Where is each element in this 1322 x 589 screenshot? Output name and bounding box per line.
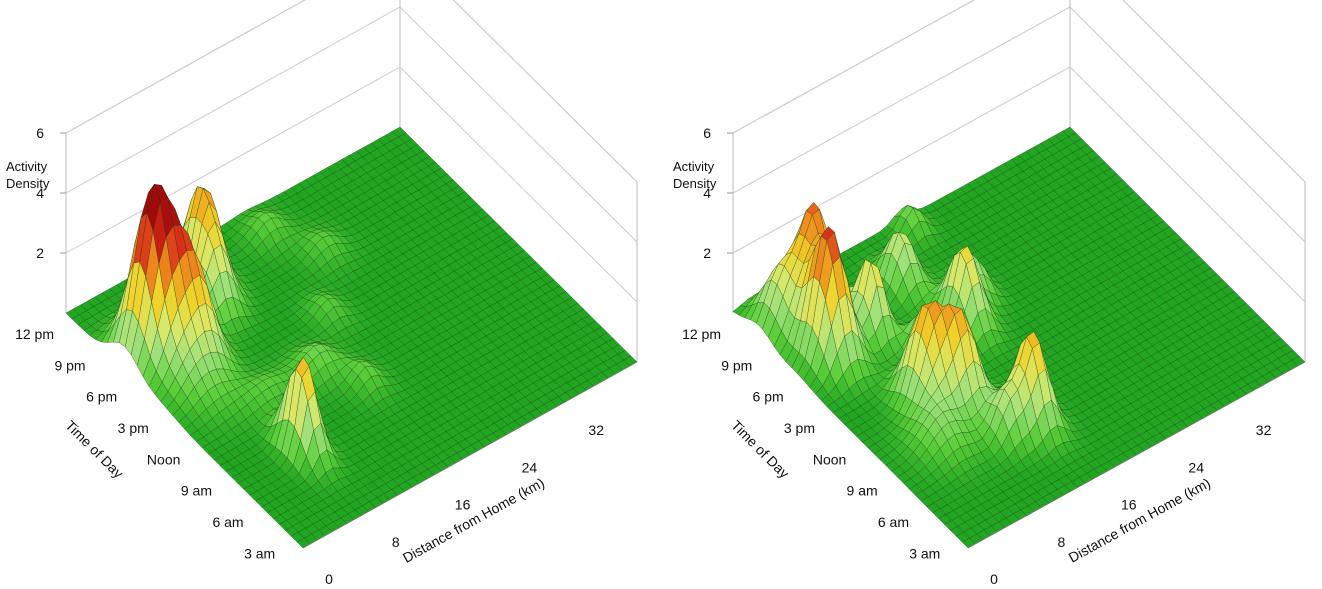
z-axis-title: Activity Density — [673, 159, 717, 191]
y-tick-label: 9 am — [181, 483, 212, 499]
activity-surface — [732, 126, 1306, 549]
y-axis-title: Time of Day — [728, 417, 792, 481]
z-tick-label: 4 — [36, 185, 44, 201]
distance-axis-line — [302, 361, 638, 549]
y-tick-label: 6 am — [878, 514, 909, 530]
axis-box — [65, 0, 638, 362]
y-tick-label: 9 pm — [54, 357, 85, 373]
y-tick-label: 6 pm — [753, 389, 784, 405]
x-tick-label: 0 — [990, 571, 998, 587]
right-chart-panel: 2 4 6 Activity Density 0 8 16 24 32 Distance from … — [661, 0, 1322, 589]
x-tick-label: 24 — [522, 459, 538, 475]
x-axis-title: Distance from Home (km) — [1066, 475, 1213, 566]
y-tick-label: 6 pm — [86, 389, 117, 405]
y-tick-label: Noon — [813, 451, 846, 467]
z-tick-label: 2 — [703, 245, 711, 261]
z-axis-title: Activity Density — [6, 159, 50, 191]
x-tick-label: 32 — [1256, 422, 1272, 438]
activity-surface — [65, 126, 638, 549]
x-axis-title: Distance from Home (km) — [400, 474, 547, 566]
x-tick-label: 24 — [1188, 459, 1204, 475]
distance-axis-line — [967, 361, 1306, 549]
y-tick-label: 3 am — [909, 545, 940, 561]
y-tick-label: Noon — [147, 451, 180, 467]
z-tick-label: 2 — [36, 245, 44, 261]
x-tick-label: 32 — [588, 422, 604, 438]
x-tick-label: 16 — [1121, 497, 1137, 513]
y-tick-label: 12 pm — [15, 326, 54, 342]
y-tick-label: 9 pm — [721, 357, 752, 373]
x-tick-label: 8 — [392, 534, 400, 550]
y-tick-label: 12 pm — [682, 326, 721, 342]
x-tick-label: 0 — [325, 571, 333, 587]
y-tick-label: 9 am — [847, 483, 878, 499]
y-tick-label: 6 am — [212, 514, 243, 530]
y-tick-label: 3 pm — [784, 420, 815, 436]
y-tick-label: 3 am — [244, 545, 275, 561]
axis-box — [732, 0, 1306, 362]
y-tick-label: 3 pm — [118, 420, 149, 436]
x-tick-label: 8 — [1058, 534, 1066, 550]
left-chart-panel: 2 4 6 Activity Density 0 8 16 24 32 Distance from … — [6, 0, 638, 587]
z-tick-label: 6 — [703, 125, 711, 141]
z-tick-label: 4 — [703, 185, 711, 201]
z-tick-label: 6 — [36, 125, 44, 141]
x-tick-label: 16 — [455, 497, 471, 513]
